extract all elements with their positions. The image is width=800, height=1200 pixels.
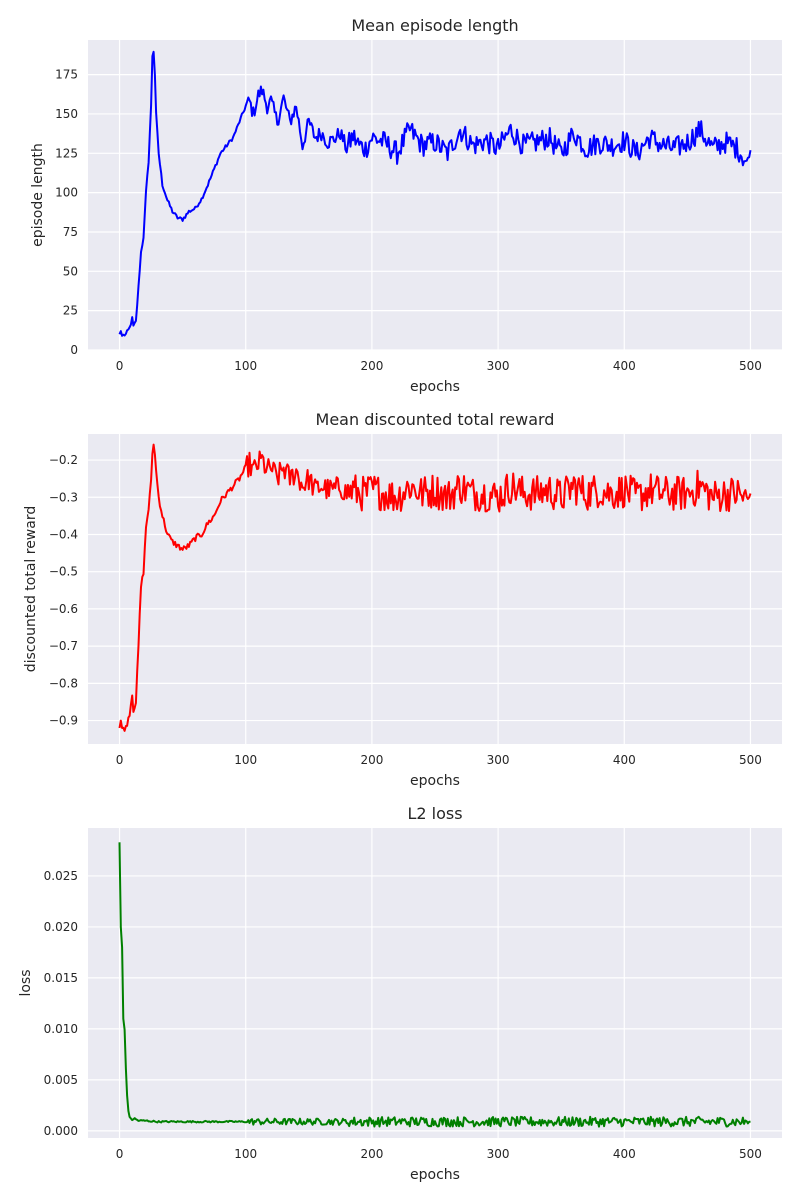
y-tick-label: 75 — [63, 225, 78, 239]
x-tick-label: 300 — [487, 1147, 510, 1161]
chart-title: L2 loss — [407, 804, 462, 823]
chart-title: Mean discounted total reward — [316, 410, 555, 429]
y-tick-label: 0.010 — [44, 1022, 78, 1036]
y-tick-label: −0.4 — [49, 527, 78, 541]
y-tick-label: 150 — [55, 107, 78, 121]
chart-panel-3: 0 100 200 300 400 500 0.000 0.005 0.010 0.015 0.02… — [18, 804, 782, 1183]
y-tick-label: −0.5 — [49, 565, 78, 579]
x-axis-label: epochs — [410, 773, 460, 789]
series-line-1 — [118, 443, 752, 732]
x-tick-label: 200 — [360, 359, 383, 373]
y-tick-label: 0.020 — [44, 920, 78, 934]
x-tick-label: 400 — [613, 753, 636, 767]
y-tick-label: 125 — [55, 146, 78, 160]
y-tick-label: 50 — [63, 264, 78, 278]
x-tick-label: 100 — [234, 753, 257, 767]
chart-panel-2: 0 100 200 300 400 500 −0.9 −0.8 −0.7 −0.6 −0.5 −0.4… — [23, 410, 782, 789]
y-axis-label: discounted total reward — [23, 506, 39, 672]
x-tick-label: 200 — [360, 753, 383, 767]
y-tick-label: 25 — [63, 304, 78, 318]
x-axis-label: epochs — [410, 379, 460, 395]
chart-panel-1: 0 100 200 300 400 500 0 25 50 75 100 125 150 175 Mean … — [30, 16, 782, 395]
x-tick-label: 500 — [739, 1147, 762, 1161]
y-tick-label: −0.7 — [49, 639, 78, 653]
series-line-1 — [118, 50, 752, 337]
x-tick-label: 500 — [739, 753, 762, 767]
y-tick-label: 0.025 — [44, 869, 78, 883]
x-tick-label: 0 — [116, 753, 124, 767]
series-line-1 — [118, 842, 751, 1128]
y-tick-label: −0.3 — [49, 490, 78, 504]
x-tick-label: 300 — [487, 753, 510, 767]
x-axis-label: epochs — [410, 1167, 460, 1183]
chart-title: Mean episode length — [351, 16, 518, 35]
x-tick-label: 100 — [234, 359, 257, 373]
plot-area — [88, 40, 782, 350]
x-tick-label: 500 — [739, 359, 762, 373]
y-axis-label: episode length — [30, 143, 46, 247]
y-tick-label: 0.000 — [44, 1124, 78, 1138]
y-tick-label: 100 — [55, 186, 78, 200]
y-tick-label: −0.6 — [49, 602, 78, 616]
x-tick-label: 0 — [116, 359, 124, 373]
plot-area — [88, 828, 782, 1138]
x-tick-label: 0 — [116, 1147, 124, 1161]
y-tick-label: 0.005 — [44, 1073, 78, 1087]
plot-area — [88, 434, 782, 744]
y-tick-label: 175 — [55, 68, 78, 82]
y-tick-label: −0.2 — [49, 453, 78, 467]
x-tick-label: 100 — [234, 1147, 257, 1161]
x-tick-label: 400 — [613, 359, 636, 373]
y-tick-label: 0 — [70, 343, 78, 357]
y-tick-label: 0.015 — [44, 971, 78, 985]
x-tick-label: 300 — [487, 359, 510, 373]
x-tick-label: 400 — [613, 1147, 636, 1161]
y-tick-label: −0.9 — [49, 714, 78, 728]
y-axis-label: loss — [18, 969, 34, 996]
y-tick-label: −0.8 — [49, 676, 78, 690]
x-tick-label: 200 — [360, 1147, 383, 1161]
